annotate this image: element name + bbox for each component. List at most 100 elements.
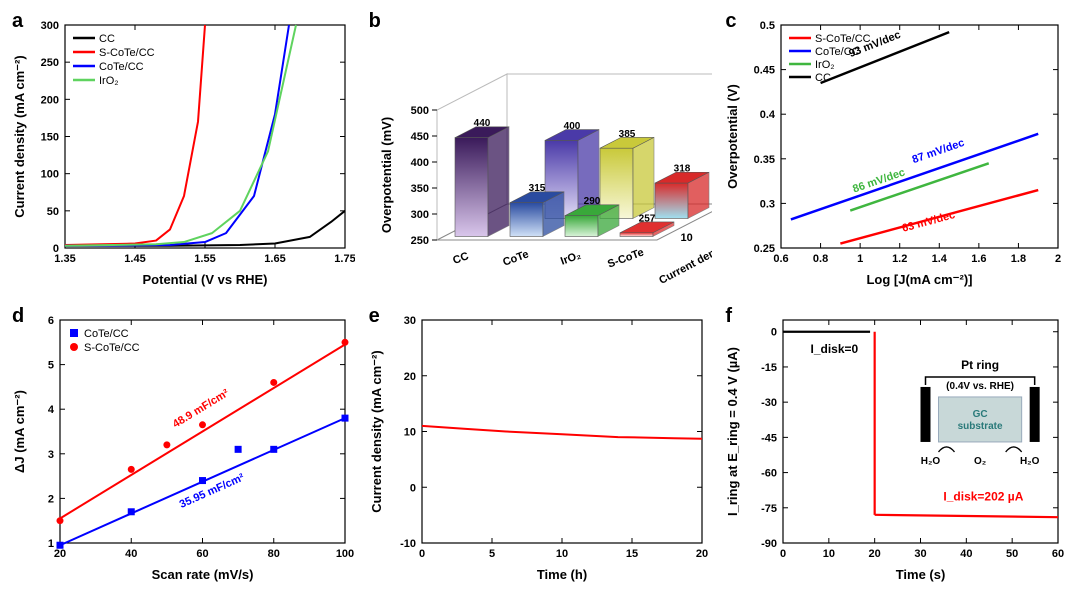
svg-text:0.45: 0.45 <box>754 65 775 77</box>
svg-text:150: 150 <box>41 132 59 144</box>
chart-d: 20406080100123456Scan rate (mV/s)ΔJ (mA … <box>10 305 355 585</box>
svg-text:30: 30 <box>915 548 927 560</box>
svg-text:0.4: 0.4 <box>760 109 776 121</box>
svg-text:-90: -90 <box>761 538 777 550</box>
svg-text:5: 5 <box>48 360 54 372</box>
svg-text:400: 400 <box>563 121 580 132</box>
svg-text:-30: -30 <box>761 397 777 409</box>
svg-text:Potential (V vs RHE): Potential (V vs RHE) <box>143 272 268 287</box>
svg-text:15: 15 <box>626 548 638 560</box>
svg-text:350: 350 <box>410 183 428 195</box>
svg-text:CoTe: CoTe <box>501 248 530 268</box>
svg-text:GC: GC <box>973 409 988 420</box>
svg-text:Overpotential (mV): Overpotential (mV) <box>379 117 394 233</box>
svg-text:100: 100 <box>336 548 354 560</box>
svg-text:S-CoTe/CC: S-CoTe/CC <box>815 33 871 45</box>
svg-text:63 mV/dec: 63 mV/dec <box>901 209 957 235</box>
panel-d: d 20406080100123456Scan rate (mV/s)ΔJ (m… <box>10 305 357 590</box>
svg-text:300: 300 <box>41 20 59 32</box>
panel-b-label: b <box>369 10 381 33</box>
svg-text:1.75: 1.75 <box>334 253 355 265</box>
svg-text:60: 60 <box>196 548 208 560</box>
svg-text:300: 300 <box>410 209 428 221</box>
panel-e: e 05101520-100102030Time (h)Current dens… <box>367 305 714 590</box>
svg-text:1: 1 <box>48 538 54 550</box>
svg-text:IrO₂: IrO₂ <box>815 59 835 71</box>
svg-text:1.2: 1.2 <box>892 253 907 265</box>
svg-text:10: 10 <box>556 548 568 560</box>
svg-text:450: 450 <box>410 131 428 143</box>
svg-text:0: 0 <box>410 482 416 494</box>
svg-text:S-CoTe/CC: S-CoTe/CC <box>99 47 155 59</box>
svg-text:0.35: 0.35 <box>754 154 775 166</box>
svg-text:2: 2 <box>48 493 54 505</box>
svg-text:4: 4 <box>48 404 55 416</box>
svg-text:1.45: 1.45 <box>124 253 145 265</box>
panel-d-label: d <box>12 305 24 328</box>
svg-text:0: 0 <box>53 243 59 255</box>
svg-text:S-CoTe/CC: S-CoTe/CC <box>84 342 140 354</box>
svg-text:50: 50 <box>1006 548 1018 560</box>
svg-text:CC: CC <box>815 72 831 84</box>
svg-text:10: 10 <box>403 427 415 439</box>
svg-text:I_disk=202 µA: I_disk=202 µA <box>944 490 1024 504</box>
panel-c-label: c <box>725 10 736 33</box>
panel-c: c 0.60.811.21.41.61.820.250.30.350.40.45… <box>723 10 1070 295</box>
svg-text:-15: -15 <box>761 362 777 374</box>
svg-text:6: 6 <box>48 315 54 327</box>
svg-text:0.8: 0.8 <box>813 253 828 265</box>
svg-text:0: 0 <box>771 327 777 339</box>
svg-text:I_disk=0: I_disk=0 <box>811 342 859 356</box>
svg-text:250: 250 <box>410 235 428 247</box>
svg-text:20: 20 <box>403 371 415 383</box>
svg-text:Scan rate (mV/s): Scan rate (mV/s) <box>152 567 254 582</box>
chart-f: 0102030405060-90-75-60-45-30-150Time (s)… <box>723 305 1068 585</box>
svg-text:1.4: 1.4 <box>932 253 948 265</box>
svg-text:-60: -60 <box>761 468 777 480</box>
svg-text:20: 20 <box>54 548 66 560</box>
svg-text:-45: -45 <box>761 432 777 444</box>
svg-text:200: 200 <box>41 94 59 106</box>
svg-text:IrO₂: IrO₂ <box>99 75 119 87</box>
svg-text:500: 500 <box>410 105 428 117</box>
svg-text:250: 250 <box>41 57 59 69</box>
svg-text:40: 40 <box>961 548 973 560</box>
svg-text:290: 290 <box>583 196 600 207</box>
panel-f-label: f <box>725 305 732 328</box>
panel-a: a 1.351.451.551.651.75050100150200250300… <box>10 10 357 295</box>
svg-text:Overpotential (V): Overpotential (V) <box>725 84 740 189</box>
svg-text:1: 1 <box>857 253 863 265</box>
svg-text:1.8: 1.8 <box>1011 253 1026 265</box>
figure-grid: a 1.351.451.551.651.75050100150200250300… <box>10 10 1070 590</box>
svg-text:1.55: 1.55 <box>194 253 215 265</box>
svg-text:2: 2 <box>1055 253 1061 265</box>
svg-text:CoTe/CC: CoTe/CC <box>99 61 144 73</box>
svg-text:318: 318 <box>673 164 690 175</box>
chart-e: 05101520-100102030Time (h)Current densit… <box>367 305 712 585</box>
svg-text:3: 3 <box>48 449 54 461</box>
svg-text:315: 315 <box>528 183 545 194</box>
svg-text:Log [J(mA cm⁻²)]: Log [J(mA cm⁻²)] <box>867 272 973 287</box>
chart-b: 250 300 350 400 450 500 Overpotential (mV) CC Co… <box>367 10 712 290</box>
svg-text:0.3: 0.3 <box>760 198 775 210</box>
svg-text:0.25: 0.25 <box>754 243 775 255</box>
svg-text:0.6: 0.6 <box>774 253 789 265</box>
svg-text:-10: -10 <box>400 538 416 550</box>
svg-text:257: 257 <box>638 213 655 224</box>
svg-text:0: 0 <box>419 548 425 560</box>
svg-text:440: 440 <box>473 118 490 129</box>
svg-text:O₂: O₂ <box>974 456 986 467</box>
svg-text:80: 80 <box>268 548 280 560</box>
svg-text:substrate: substrate <box>958 421 1003 432</box>
svg-text:CoTe/CC: CoTe/CC <box>815 46 860 58</box>
svg-text:20: 20 <box>869 548 881 560</box>
svg-text:60: 60 <box>1052 548 1064 560</box>
panel-e-label: e <box>369 305 380 328</box>
svg-text:CC: CC <box>99 33 115 45</box>
svg-text:CC: CC <box>451 250 470 267</box>
svg-text:(0.4V vs. RHE): (0.4V vs. RHE) <box>947 381 1015 392</box>
svg-text:0.5: 0.5 <box>760 20 775 32</box>
svg-text:H₂O: H₂O <box>1020 456 1040 467</box>
chart-a: 1.351.451.551.651.75050100150200250300Po… <box>10 10 355 290</box>
svg-text:40: 40 <box>125 548 137 560</box>
